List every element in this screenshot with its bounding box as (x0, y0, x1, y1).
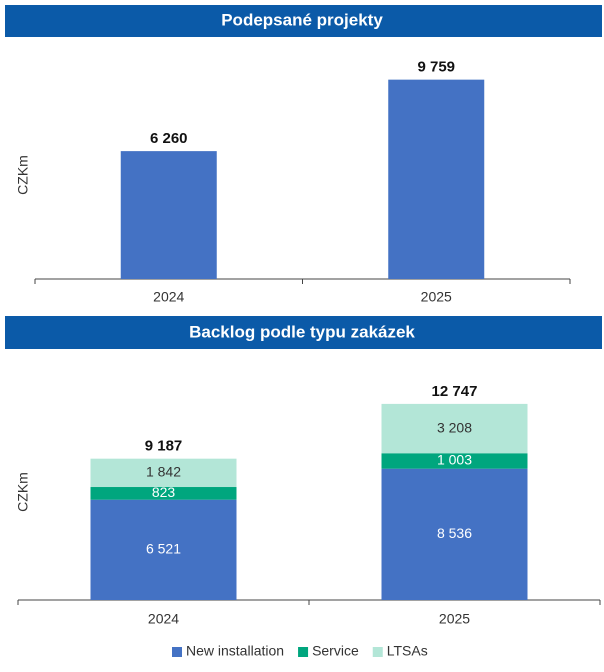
x-tick-label: 2025 (439, 611, 470, 627)
value-label: 1 003 (437, 452, 472, 468)
chart-title: Backlog podle typu zakázek (189, 322, 415, 341)
value-label: 823 (152, 484, 176, 500)
value-label: 9 759 (417, 59, 455, 76)
bar (388, 79, 485, 279)
value-label: 1 842 (146, 464, 181, 480)
total-label: 12 747 (432, 383, 478, 400)
bar-segment (90, 487, 237, 500)
legend-swatch (172, 647, 182, 657)
y-axis-label: CZKm (15, 155, 31, 195)
chart-title: Podepsané projekty (221, 10, 383, 29)
legend-label: New installation (186, 643, 284, 659)
bar (120, 151, 217, 279)
total-label: 9 187 (145, 438, 183, 455)
bar-segment (90, 458, 237, 488)
x-tick-label: 2024 (148, 611, 179, 627)
header-band (5, 5, 602, 37)
x-tick-label: 2025 (421, 289, 452, 305)
header-band (5, 316, 602, 349)
legend-swatch (298, 647, 309, 657)
legend-label: Service (312, 643, 359, 659)
value-label: 8 536 (437, 525, 472, 541)
x-tick-label: 2024 (153, 289, 184, 305)
value-label: 6 521 (146, 541, 181, 557)
value-label: 3 208 (437, 419, 472, 435)
legend-label: LTSAs (387, 643, 428, 659)
bar-segment (381, 453, 528, 469)
value-label: 6 260 (150, 130, 188, 147)
bar-segment (90, 499, 237, 600)
bar-segment (381, 403, 528, 454)
y-axis-label: CZKm (15, 472, 31, 512)
bar-segment (381, 468, 528, 600)
legend-swatch (372, 647, 383, 657)
